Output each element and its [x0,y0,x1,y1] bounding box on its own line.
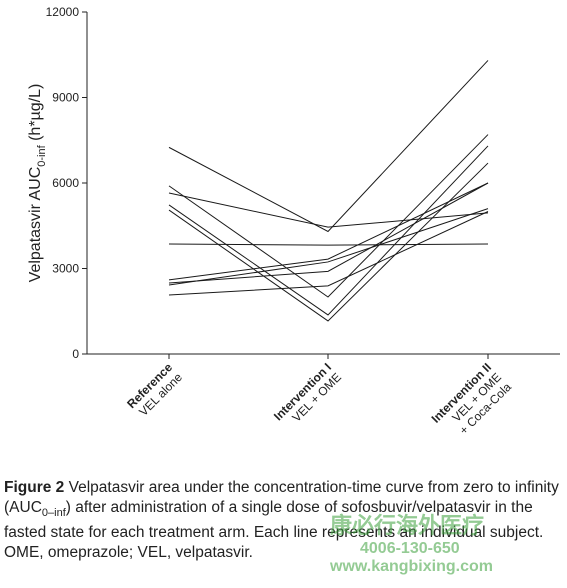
caption-text: ) after administration of a single dose … [4,499,544,562]
subject-line [168,182,489,284]
subject-line [168,211,489,296]
y-tick-label: 0 [72,347,79,361]
caption: Figure 2 Velpatasvir area under the conc… [4,478,564,563]
y-title-sub: 0-inf [36,144,48,166]
y-tick-label: 9000 [52,91,79,105]
subject-line [168,243,489,246]
y-tick-label: 12000 [46,5,80,19]
y-tick-label: 3000 [52,262,79,276]
watermark-name: 康必行海外医疗 [330,513,485,538]
y-axis-title: Velpatasvir AUC0-inf (h*µg/L) [27,84,48,283]
subject-line [168,145,489,316]
subject-line [168,192,489,228]
y-title-unit: (h*µg/L) [27,84,44,146]
subject-line [168,134,489,298]
y-title-main: Velpatasvir AUC [27,167,44,283]
subject-line [168,162,489,322]
watermark: 康必行海外医疗 4006-130-650 www.kangbixing.com [330,508,493,576]
caption-text: Velpatasvir area under the concentration… [4,479,559,516]
subject-line [168,60,489,233]
watermark-phone: 4006-130-650 [360,540,460,557]
caption-sub: 0–inf [41,507,66,520]
y-tick-label: 6000 [52,176,79,190]
chart: Velpatasvir AUC0-inf (h*µg/L) 0 3000 6000 9… [27,5,560,437]
subject-line [168,182,489,281]
caption-label: Figure 2 [4,479,65,496]
subject-line [168,208,489,286]
watermark-url: www.kangbixing.com [330,558,493,575]
